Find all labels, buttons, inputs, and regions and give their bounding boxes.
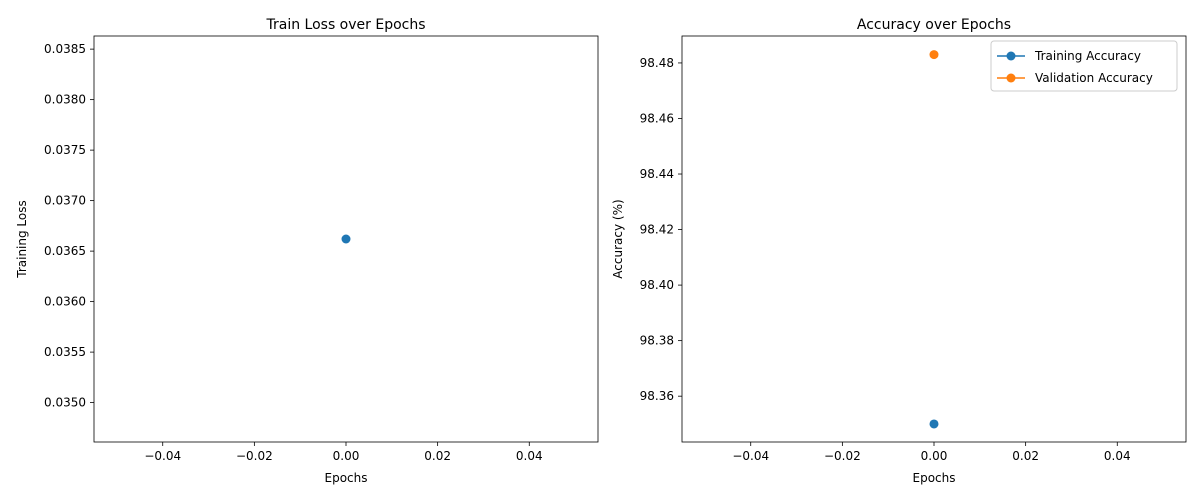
legend-marker	[1006, 73, 1016, 83]
y-tick-label: 98.42	[640, 223, 674, 237]
y-tick-label: 98.36	[640, 389, 674, 403]
y-axis-label: Accuracy (%)	[611, 199, 625, 278]
legend-marker	[1006, 51, 1016, 61]
x-tick-label: −0.02	[236, 449, 273, 463]
y-tick-label: 0.0365	[44, 244, 86, 258]
train-loss-chart: Train Loss over Epochs −0.04 −0.02 0.00 0.02…	[15, 17, 599, 485]
legend-label: Training Accuracy	[1034, 49, 1141, 63]
accuracy-chart: Accuracy over Epochs −0.04 −0.02 0.00 0.02 0.…	[611, 17, 1187, 485]
x-tick-label: 0.00	[921, 449, 948, 463]
x-axis-label: Epochs	[325, 471, 368, 485]
x-tick-label: 0.04	[1104, 449, 1131, 463]
y-axis-label: Training Loss	[15, 200, 29, 278]
x-tick-label: −0.04	[732, 449, 769, 463]
x-tick-label: 0.04	[516, 449, 543, 463]
y-tick-label: 0.0360	[44, 295, 86, 309]
y-tick-label: 98.48	[640, 56, 674, 70]
y-tick-label: 0.0350	[44, 396, 86, 410]
y-tick-label: 0.0385	[44, 42, 86, 56]
y-tick-label: 98.38	[640, 334, 674, 348]
x-tick-label: 0.02	[1012, 449, 1039, 463]
y-tick-label: 0.0355	[44, 345, 86, 359]
y-tick-label: 0.0370	[44, 194, 86, 208]
chart-title: Train Loss over Epochs	[265, 17, 425, 33]
y-tick-label: 0.0375	[44, 143, 86, 157]
x-tick-label: −0.02	[824, 449, 861, 463]
legend: Training Accuracy Validation Accuracy	[990, 40, 1178, 92]
y-tick-label: 0.0380	[44, 93, 86, 107]
data-point	[929, 50, 939, 60]
x-tick-label: 0.00	[333, 449, 360, 463]
chart-title: Accuracy over Epochs	[857, 17, 1011, 33]
y-tick-label: 98.44	[640, 167, 674, 181]
y-tick-label: 98.46	[640, 111, 674, 125]
x-axis-label: Epochs	[913, 471, 956, 485]
data-point	[341, 234, 351, 244]
legend-label: Validation Accuracy	[1035, 71, 1153, 85]
plot-frame	[681, 35, 1187, 443]
x-tick-label: 0.02	[424, 449, 451, 463]
plot-frame	[93, 35, 599, 443]
legend-box	[990, 40, 1178, 92]
x-tick-label: −0.04	[144, 449, 181, 463]
data-point	[929, 419, 939, 429]
y-tick-label: 98.40	[640, 278, 674, 292]
